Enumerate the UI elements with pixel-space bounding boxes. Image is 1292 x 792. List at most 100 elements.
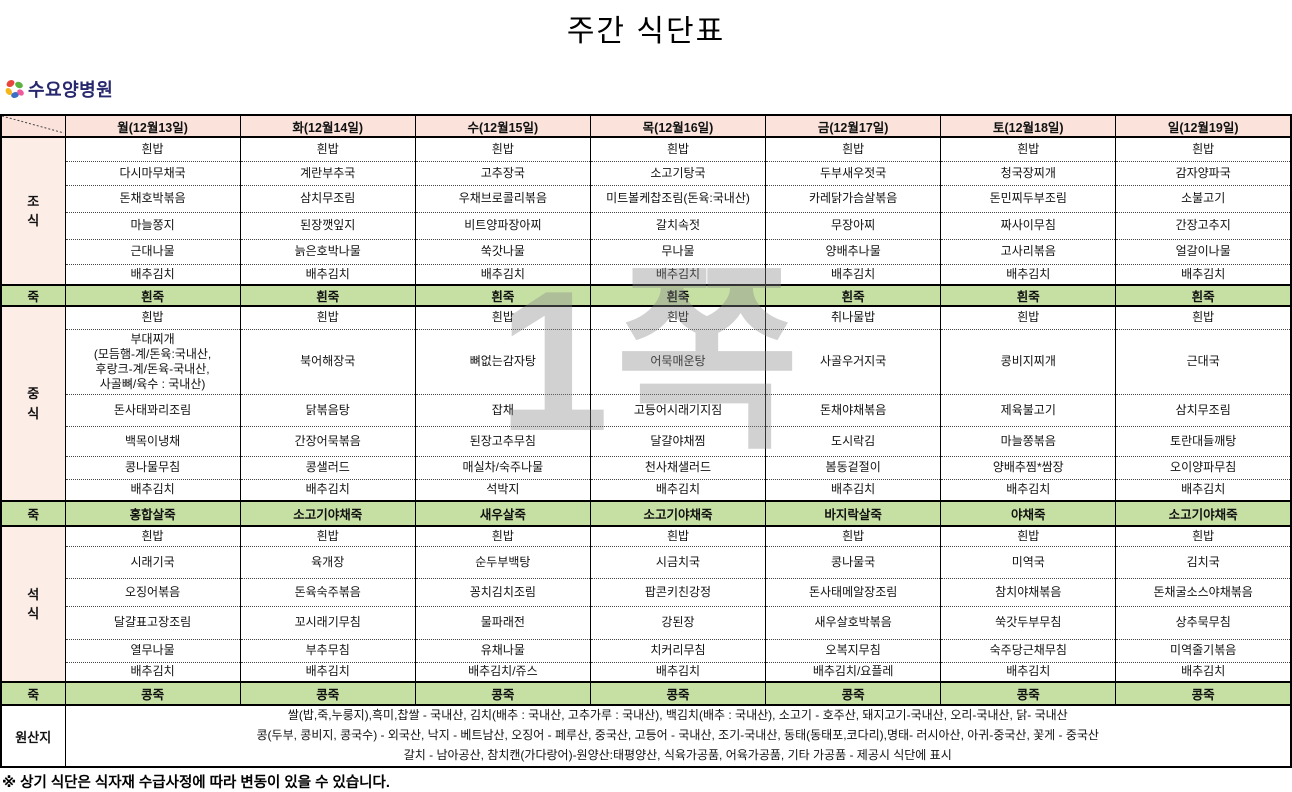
menu-cell: 고추장국 — [414, 161, 591, 186]
porridge-label: 죽 — [0, 500, 66, 527]
menu-cell: 백목이냉채 — [64, 426, 241, 457]
menu-cell: 순두부백탕 — [414, 546, 591, 579]
menu-cell: 된장고추무침 — [414, 426, 591, 457]
menu-cell: 돈사태메알장조림 — [765, 578, 942, 607]
meal-label: 석 식 — [0, 526, 66, 682]
day-header: 수(12월15일) — [414, 115, 591, 138]
porridge-cell: 흰죽 — [589, 284, 767, 307]
menu-cell: 꼬시래기무침 — [239, 606, 416, 640]
menu-cell: 달걀야채찜 — [589, 426, 767, 457]
menu-cell: 늙은호박나물 — [239, 239, 416, 265]
menu-cell: 유채나물 — [414, 639, 591, 663]
menu-cell: 고사리볶음 — [940, 239, 1117, 265]
meal-label: 중 식 — [0, 306, 66, 501]
porridge-cell: 야채죽 — [940, 500, 1117, 527]
menu-cell: 천사채샐러드 — [589, 456, 767, 480]
porridge-cell: 콩죽 — [940, 681, 1117, 706]
menu-cell: 콩샐러드 — [239, 456, 416, 480]
porridge-cell: 소고기야채죽 — [589, 500, 767, 527]
menu-cell: 고등어시래기지짐 — [589, 394, 767, 427]
menu-cell: 뼈없는감자탕 — [414, 329, 591, 395]
menu-cell: 오복지무침 — [765, 639, 942, 663]
menu-cell: 흰밥 — [239, 137, 416, 162]
menu-cell: 돈채굴소스야채볶음 — [1115, 578, 1292, 607]
menu-cell: 배추김치 — [589, 264, 767, 285]
menu-cell: 취나물밥 — [765, 306, 942, 330]
menu-cell: 갈치속젓 — [589, 212, 767, 240]
menu-cell: 흰밥 — [589, 306, 767, 330]
menu-cell: 흰밥 — [414, 306, 591, 330]
porridge-cell: 흰죽 — [239, 284, 416, 307]
menu-cell: 흰밥 — [414, 137, 591, 162]
menu-cell: 흰밥 — [589, 137, 767, 162]
menu-cell: 근대국 — [1115, 329, 1292, 395]
porridge-label: 죽 — [0, 681, 66, 706]
menu-cell: 양배추찜*쌈장 — [940, 456, 1117, 480]
menu-cell: 참치야채볶음 — [940, 578, 1117, 607]
menu-cell: 짜사이무침 — [940, 212, 1117, 240]
menu-cell: 숙주당근채무침 — [940, 639, 1117, 663]
menu-cell: 시금치국 — [589, 546, 767, 579]
corner-cell — [0, 115, 66, 138]
menu-cell: 소불고기 — [1115, 185, 1292, 213]
menu-cell: 삼치무조림 — [239, 185, 416, 213]
menu-cell: 돈채야채볶음 — [765, 394, 942, 427]
porridge-cell: 흰죽 — [414, 284, 591, 307]
porridge-cell: 콩죽 — [589, 681, 767, 706]
day-header: 화(12월14일) — [239, 115, 416, 138]
menu-cell: 배추김치/요플레 — [765, 662, 942, 682]
porridge-cell: 콩죽 — [1115, 681, 1292, 706]
menu-cell: 흰밥 — [940, 137, 1117, 162]
day-header: 일(12월19일) — [1115, 115, 1292, 138]
menu-cell: 잡채 — [414, 394, 591, 427]
menu-cell: 흰밥 — [239, 306, 416, 330]
menu-cell: 토란대들깨탕 — [1115, 426, 1292, 457]
menu-cell: 미역국 — [940, 546, 1117, 579]
menu-cell: 흰밥 — [64, 137, 241, 162]
menu-cell: 돈민찌두부조림 — [940, 185, 1117, 213]
menu-cell: 무나물 — [589, 239, 767, 265]
menu-cell: 흰밥 — [1115, 526, 1292, 547]
menu-cell: 상추묵무침 — [1115, 606, 1292, 640]
weekly-menu-table: 월(12월13일) 화(12월14일) 수(12월15일) 목(12월16일) 금(12… — [0, 114, 1292, 768]
menu-cell: 흰밥 — [64, 306, 241, 330]
menu-cell: 배추김치 — [1115, 662, 1292, 682]
menu-cell: 계란부추국 — [239, 161, 416, 186]
porridge-cell: 흰죽 — [940, 284, 1117, 307]
menu-cell: 배추김치 — [64, 264, 241, 285]
porridge-label: 죽 — [0, 284, 66, 307]
day-header: 월(12월13일) — [64, 115, 241, 138]
menu-cell: 얼갈이나물 — [1115, 239, 1292, 265]
menu-cell: 카레닭가슴살볶음 — [765, 185, 942, 213]
menu-cell: 팝콘키친강정 — [589, 578, 767, 607]
menu-cell: 배추김치 — [239, 479, 416, 501]
porridge-cell: 콩죽 — [414, 681, 591, 706]
menu-cell: 흰밥 — [940, 526, 1117, 547]
porridge-cell: 흰죽 — [1115, 284, 1292, 307]
menu-cell: 흰밥 — [589, 526, 767, 547]
menu-cell: 돈채호박볶음 — [64, 185, 241, 213]
menu-cell: 쑥갓두부무침 — [940, 606, 1117, 640]
page-title: 주간 식단표 — [566, 15, 726, 48]
day-header: 목(12월16일) — [589, 115, 767, 138]
menu-cell: 매실차/숙주나물 — [414, 456, 591, 480]
menu-cell: 두부새우젓국 — [765, 161, 942, 186]
menu-cell: 흰밥 — [64, 526, 241, 547]
menu-cell: 배추김치 — [765, 479, 942, 501]
porridge-cell: 홍합살죽 — [64, 500, 241, 527]
day-header: 금(12월17일) — [765, 115, 942, 138]
porridge-cell: 소고기야채죽 — [239, 500, 416, 527]
menu-cell: 물파래전 — [414, 606, 591, 640]
menu-cell: 김치국 — [1115, 546, 1292, 579]
menu-cell: 도시락김 — [765, 426, 942, 457]
menu-cell: 감자양파국 — [1115, 161, 1292, 186]
menu-cell: 미트볼케찹조림(돈육:국내산) — [589, 185, 767, 213]
menu-cell: 제육불고기 — [940, 394, 1117, 427]
menu-cell: 배추김치 — [940, 662, 1117, 682]
hospital-name: 수요양병원 — [28, 80, 114, 100]
menu-cell: 마늘쫑지 — [64, 212, 241, 240]
menu-cell: 어묵매운탕 — [589, 329, 767, 395]
menu-cell: 마늘쫑볶음 — [940, 426, 1117, 457]
menu-cell: 배추김치 — [940, 264, 1117, 285]
menu-cell: 근대나물 — [64, 239, 241, 265]
